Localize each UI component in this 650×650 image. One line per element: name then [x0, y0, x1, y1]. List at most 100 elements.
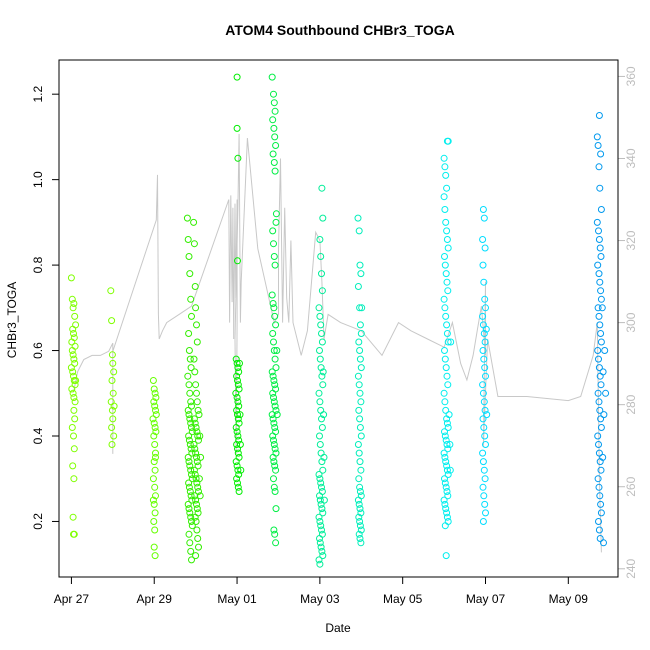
data-point	[316, 347, 323, 354]
data-point	[594, 304, 602, 312]
data-point	[270, 159, 278, 166]
data-point	[269, 227, 277, 235]
data-point	[600, 539, 607, 547]
data-point	[68, 385, 76, 393]
data-point	[186, 539, 194, 547]
data-point	[595, 112, 603, 119]
data-point	[269, 116, 277, 124]
data-point	[442, 483, 450, 491]
data-point	[317, 543, 325, 551]
data-point	[188, 402, 195, 410]
data-point	[150, 432, 158, 440]
data-point	[187, 398, 195, 406]
data-point	[184, 500, 192, 508]
data-point	[195, 488, 202, 495]
series-group	[354, 214, 366, 547]
data-point	[443, 441, 451, 448]
y2-tick-label: 340	[624, 148, 638, 168]
data-point	[443, 419, 451, 427]
data-point	[107, 287, 115, 295]
data-point	[270, 304, 278, 312]
data-point	[442, 436, 450, 444]
x-axis-label: Date	[325, 621, 351, 635]
data-point	[445, 411, 453, 419]
y2-tick-label: 280	[624, 394, 638, 414]
data-point	[187, 547, 195, 555]
data-point	[444, 137, 452, 145]
y2-tick-label: 320	[624, 230, 638, 250]
data-point	[69, 513, 77, 521]
data-point	[481, 295, 489, 303]
data-point	[316, 492, 323, 500]
data-point	[355, 227, 363, 235]
data-point	[232, 458, 240, 466]
data-point	[482, 509, 489, 517]
data-point	[234, 466, 242, 474]
data-point	[356, 261, 364, 269]
data-point	[355, 381, 363, 389]
data-point	[234, 398, 242, 406]
data-point	[271, 133, 279, 141]
data-point	[442, 406, 450, 414]
data-point	[233, 359, 241, 367]
data-point	[188, 424, 195, 431]
data-point	[184, 406, 192, 414]
data-point	[268, 411, 276, 419]
data-point	[70, 445, 78, 453]
data-point	[317, 500, 325, 508]
data-point	[193, 453, 200, 461]
data-point	[317, 321, 325, 329]
data-point	[270, 347, 278, 354]
data-point	[70, 355, 78, 363]
data-point	[443, 462, 451, 470]
data-point	[316, 355, 324, 363]
data-point	[237, 466, 245, 474]
data-point	[193, 321, 200, 329]
data-point	[317, 522, 325, 530]
x-tick-label: Apr 27	[54, 592, 90, 606]
data-point	[317, 364, 325, 372]
series-group	[479, 206, 491, 525]
data-point	[193, 389, 200, 397]
data-point	[357, 270, 365, 278]
data-point	[315, 304, 323, 312]
data-point	[357, 330, 365, 337]
data-point	[358, 304, 366, 312]
data-point	[316, 441, 324, 448]
data-point	[151, 441, 159, 448]
data-point	[357, 432, 365, 440]
data-point	[236, 359, 243, 367]
data-point	[479, 458, 487, 466]
data-point	[318, 287, 326, 295]
data-point	[185, 530, 193, 538]
data-point	[446, 466, 454, 474]
data-point	[593, 218, 601, 226]
data-point	[109, 359, 117, 367]
data-point	[192, 475, 200, 483]
data-point	[272, 364, 280, 372]
data-point	[443, 278, 451, 286]
data-point	[318, 372, 326, 380]
data-point	[187, 419, 195, 427]
data-point	[69, 351, 77, 359]
data-point	[185, 505, 193, 513]
data-point	[357, 509, 365, 517]
data-point	[270, 240, 277, 248]
data-point	[192, 304, 200, 312]
data-point	[194, 406, 202, 414]
data-point	[270, 475, 277, 483]
y2-tick-label: 260	[624, 476, 638, 496]
data-point	[442, 552, 450, 560]
data-point	[356, 505, 364, 513]
data-point	[150, 500, 158, 508]
data-point	[357, 364, 365, 372]
data-point	[319, 466, 327, 474]
data-point	[444, 492, 452, 500]
data-point	[320, 453, 328, 461]
data-point	[269, 432, 277, 440]
data-point	[185, 479, 193, 487]
data-point	[316, 312, 324, 320]
data-point	[192, 449, 200, 457]
data-point	[596, 184, 604, 192]
data-point	[235, 488, 243, 495]
